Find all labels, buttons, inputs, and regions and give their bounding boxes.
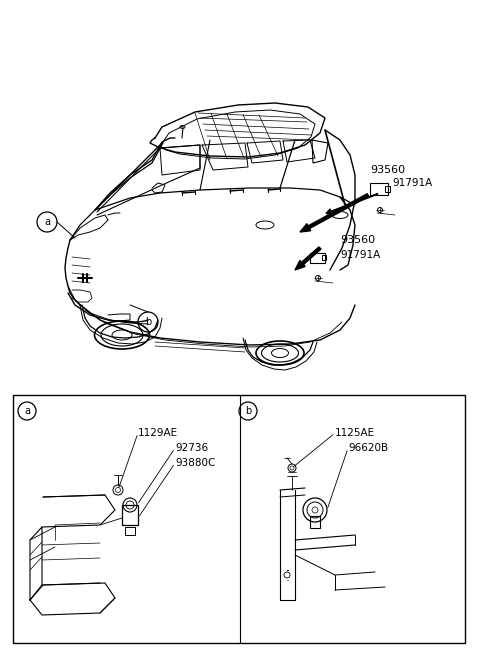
Bar [322, 255, 326, 260]
Text: 91791A: 91791A [340, 250, 380, 260]
Bar [125, 527, 135, 535]
Text: 93560: 93560 [340, 235, 375, 245]
FancyArrow shape [295, 247, 321, 270]
Bar [310, 516, 320, 528]
Text: a: a [24, 406, 30, 416]
FancyArrow shape [300, 194, 369, 232]
Text: 96620B: 96620B [348, 443, 388, 453]
Text: 92736: 92736 [175, 443, 208, 453]
Text: 1125AE: 1125AE [335, 428, 375, 438]
Text: 1129AE: 1129AE [138, 428, 178, 438]
Bar [310, 253, 325, 263]
Bar [13, 395, 465, 643]
Text: a: a [44, 217, 50, 227]
Bar [385, 186, 390, 192]
Bar [370, 183, 388, 195]
Text: 93880C: 93880C [175, 458, 216, 468]
Text: 93560: 93560 [370, 165, 405, 175]
Text: 91791A: 91791A [392, 178, 432, 188]
Text: b: b [245, 406, 251, 416]
Text: b: b [145, 317, 151, 327]
Bar [122, 505, 138, 525]
